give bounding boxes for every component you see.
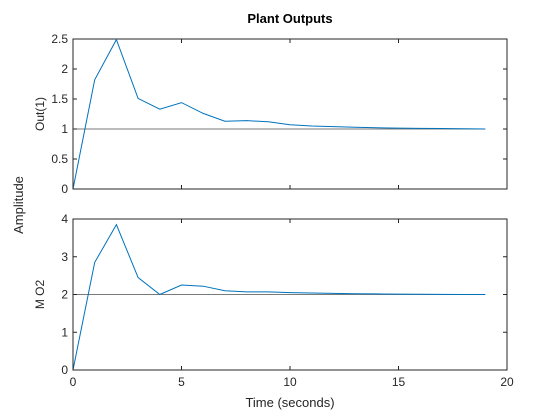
x-tick-label: 20	[500, 375, 514, 389]
x-tick-label: 0	[70, 375, 77, 389]
y-tick-label: 2.5	[51, 32, 68, 46]
subplot-ylabel: M O2	[33, 280, 47, 310]
subplot-2: 0 1 2 3 4 0 5 10 15 20 M O2	[33, 212, 514, 389]
y-tick-label: 1	[61, 122, 68, 136]
chart-title: Plant Outputs	[247, 11, 332, 26]
subplots: 0 0.5 1 1.5 2 2.5 Out(1) 0 1 2 3 4 0 5 10 15 20 M O2	[33, 32, 514, 389]
x-tick-label: 5	[178, 375, 185, 389]
amplitude-axis-label: Amplitude	[11, 176, 26, 234]
x-tick-label: 10	[283, 375, 297, 389]
y-tick-label: 4	[61, 212, 68, 226]
y-tick-label: 0	[61, 182, 68, 196]
y-tick-label: 1	[61, 325, 68, 339]
axes-box	[72, 38, 508, 190]
y-tick-label: 0	[61, 363, 68, 377]
subplot-1: 0 0.5 1 1.5 2 2.5 Out(1)	[33, 32, 508, 196]
subplot-ylabel: Out(1)	[33, 97, 47, 131]
response-line	[72, 38, 486, 190]
y-tick-label: 2	[61, 62, 68, 76]
y-tick-label: 1.5	[51, 92, 68, 106]
response-line	[72, 223, 486, 371]
x-tick-label: 15	[392, 375, 406, 389]
y-tick-label: 0.5	[51, 152, 68, 166]
time-axis-label: Time (seconds)	[245, 395, 334, 410]
y-tick-label: 2	[61, 288, 68, 302]
y-tick-label: 3	[61, 250, 68, 264]
